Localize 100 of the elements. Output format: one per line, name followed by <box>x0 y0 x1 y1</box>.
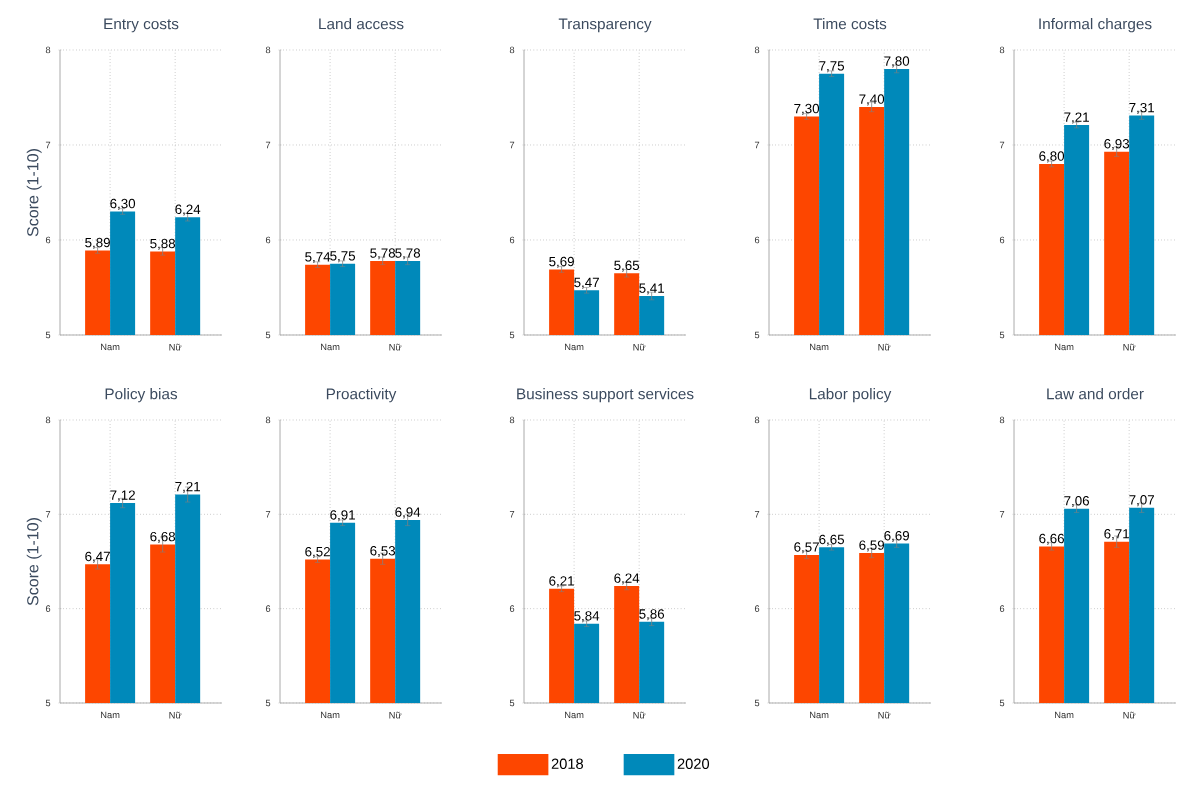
y-tick-label: 5 <box>509 331 515 339</box>
y-axis-title: Score (1-10) <box>26 518 42 606</box>
y-tick-label: 8 <box>999 416 1005 424</box>
chart-title: Law and order <box>1047 388 1144 400</box>
data-label: 7,40 <box>859 94 885 106</box>
y-tick-label: 8 <box>999 46 1005 54</box>
data-label: 6,30 <box>110 198 136 210</box>
y-tick-label: 8 <box>265 416 271 424</box>
y-tick-label: 7 <box>509 141 515 149</box>
data-label: 6,47 <box>85 551 110 563</box>
data-label: 7,12 <box>110 490 135 502</box>
data-label: 6,21 <box>549 576 574 588</box>
x-tick-label: Nam <box>565 711 584 719</box>
y-tick-label: 6 <box>999 605 1005 612</box>
data-label: 6,69 <box>884 530 910 542</box>
y-tick-label: 5 <box>265 331 271 339</box>
data-label: 7,06 <box>1064 496 1090 508</box>
data-label: 6,68 <box>150 531 176 543</box>
y-tick-label: 8 <box>509 46 515 54</box>
y-tick-label: 7 <box>754 141 760 149</box>
y-tick-label: 5 <box>45 331 51 339</box>
y-tick-label: 7 <box>754 511 760 518</box>
chart-title: Proactivity <box>326 388 397 403</box>
x-tick-label: Nữ <box>633 343 646 351</box>
y-tick-label: 7 <box>45 511 51 518</box>
chart-title: Transparency <box>558 18 652 33</box>
y-tick-label: 5 <box>509 699 515 707</box>
x-tick-label: Nữ <box>389 343 402 351</box>
y-tick-label: 6 <box>754 605 760 612</box>
data-label: 5,78 <box>370 248 396 260</box>
y-tick-label: 6 <box>999 236 1005 244</box>
y-tick-label: 5 <box>45 699 51 707</box>
y-tick-label: 8 <box>45 416 51 424</box>
y-tick-label: 7 <box>45 141 51 149</box>
x-tick-label: Nữ <box>1123 343 1136 351</box>
x-tick-label: Nữ <box>878 343 891 351</box>
data-label: 6,93 <box>1104 139 1130 151</box>
data-label: 5,78 <box>395 248 421 260</box>
x-tick-label: Nam <box>101 711 120 719</box>
data-label: 6,80 <box>1039 151 1065 163</box>
x-tick-label: Nữ <box>878 711 891 719</box>
y-tick-label: 5 <box>754 331 760 339</box>
x-tick-label: Nam <box>321 343 340 351</box>
data-label: 7,80 <box>884 56 910 68</box>
x-tick-label: Nữ <box>633 711 646 719</box>
y-tick-label: 6 <box>754 236 760 244</box>
y-tick-label: 8 <box>265 46 271 54</box>
data-label: 5,86 <box>639 609 665 621</box>
data-label: 5,47 <box>574 277 599 289</box>
chart-title: Labor policy <box>809 388 892 403</box>
y-tick-label: 6 <box>509 236 515 244</box>
data-label: 6,65 <box>819 534 845 546</box>
chart-title: Entry costs <box>104 18 179 33</box>
x-tick-label: Nữ <box>389 711 402 719</box>
data-label: 6,24 <box>614 573 640 585</box>
chart-title: Business support services <box>517 388 694 403</box>
y-tick-label: 7 <box>265 511 271 518</box>
data-label: 6,24 <box>175 204 201 216</box>
y-tick-label: 7 <box>999 511 1005 518</box>
chart-title: Policy bias <box>105 388 178 403</box>
x-tick-label: Nam <box>810 343 829 351</box>
x-tick-label: Nam <box>1055 711 1074 719</box>
y-tick-label: 5 <box>999 699 1005 707</box>
data-label: 6,94 <box>395 507 421 519</box>
y-tick-label: 8 <box>754 416 760 424</box>
x-tick-label: Nữ <box>169 343 182 351</box>
legend-label: 2018 <box>551 758 584 769</box>
y-tick-label: 6 <box>265 236 271 244</box>
x-tick-label: Nam <box>321 711 340 719</box>
data-label: 5,84 <box>574 611 600 623</box>
x-tick-label: Nam <box>810 711 829 719</box>
y-tick-label: 5 <box>265 699 271 707</box>
data-label: 6,59 <box>859 540 885 552</box>
data-label: 6,91 <box>330 510 355 522</box>
data-label: 7,21 <box>175 481 201 493</box>
data-label: 5,65 <box>614 260 640 272</box>
y-tick-label: 6 <box>45 236 51 244</box>
data-label: 7,75 <box>819 61 845 73</box>
y-tick-label: 6 <box>265 605 271 612</box>
x-tick-label: Nam <box>565 343 584 351</box>
x-tick-label: Nữ <box>1123 711 1136 719</box>
data-label: 7,21 <box>1064 112 1089 124</box>
data-label: 5,41 <box>639 283 665 295</box>
data-label: 6,52 <box>305 546 330 559</box>
chart-title: Land access <box>319 18 404 30</box>
x-tick-label: Nữ <box>169 711 182 719</box>
y-tick-label: 7 <box>509 511 515 518</box>
data-label: 5,88 <box>150 238 176 250</box>
data-label: 5,89 <box>85 237 110 249</box>
y-tick-label: 7 <box>265 141 271 149</box>
data-label: 7,31 <box>1129 102 1155 114</box>
data-label: 5,69 <box>549 256 574 268</box>
data-label: 6,71 <box>1104 529 1129 541</box>
x-tick-label: Nam <box>1055 343 1074 351</box>
data-label: 7,30 <box>794 103 820 115</box>
x-tick-label: Nam <box>101 343 120 351</box>
y-axis-title: Score (1-10) <box>26 149 42 237</box>
data-label: 5,75 <box>330 251 356 263</box>
legend-label: 2020 <box>677 758 710 769</box>
y-tick-label: 8 <box>754 46 760 54</box>
